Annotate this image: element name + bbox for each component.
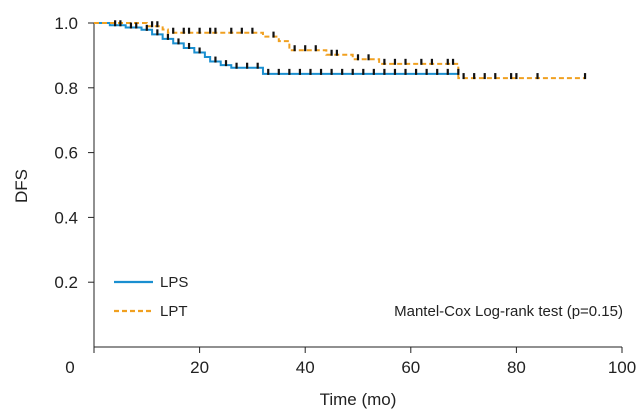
legend-label-lpt: LPT — [160, 303, 188, 320]
axes — [88, 22, 623, 353]
y-axis-title: DFS — [12, 169, 31, 203]
legend-label-lps: LPS — [160, 274, 188, 291]
y-tick-label: 0.6 — [54, 144, 78, 163]
log-rank-annotation: Mantel-Cox Log-rank test (p=0.15) — [394, 303, 623, 320]
censor-marks — [114, 20, 587, 80]
series-line-lps — [94, 22, 459, 75]
y-tick-label: 0.4 — [54, 208, 78, 227]
x-axis-title: Time (mo) — [320, 390, 397, 409]
x-tick-label: 0 — [65, 358, 74, 377]
tick-labels: 0 20 40 60 80 100 0.2 0.4 0.6 0.8 1.0 — [54, 14, 636, 377]
survival-curves — [94, 22, 586, 80]
y-tick-label: 0.8 — [54, 79, 78, 98]
x-tick-label: 60 — [401, 358, 420, 377]
legend: LPS LPT — [114, 274, 188, 320]
y-tick-label: 1.0 — [54, 14, 78, 33]
x-tick-label: 40 — [296, 358, 315, 377]
x-tick-label: 20 — [190, 358, 209, 377]
series-line-lpt — [94, 22, 586, 80]
x-tick-label: 100 — [608, 358, 636, 377]
y-tick-label: 0.2 — [54, 273, 78, 292]
x-tick-label: 80 — [507, 358, 526, 377]
